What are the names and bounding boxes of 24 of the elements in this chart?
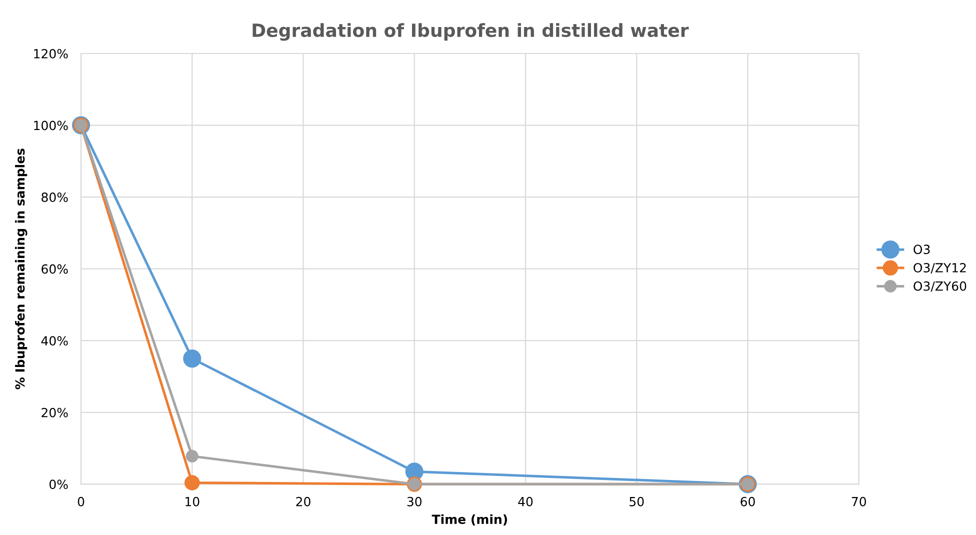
chart-title: Degradation of Ibuprofen in distilled water xyxy=(252,23,689,41)
legend-label: O3/ZY12 xyxy=(914,263,966,274)
x-tick-label: 40 xyxy=(518,496,533,506)
y-tick-label: 100% xyxy=(34,120,68,130)
x-tick-label: 10 xyxy=(186,496,200,506)
x-tick-label: 50 xyxy=(630,496,644,506)
y-tick-label: 40% xyxy=(41,336,68,346)
point xyxy=(186,450,198,462)
y-tick-label: 120% xyxy=(34,48,68,58)
y-tick-label: 80% xyxy=(42,192,68,202)
legend-label: O3/ZY60 xyxy=(914,281,966,292)
point xyxy=(183,350,202,368)
x-axis-title: Time (min) xyxy=(432,514,508,526)
y-tick-label: 0% xyxy=(50,480,68,490)
y-axis-title: % Ibuprofen remaining in samples xyxy=(15,148,28,390)
x-tick-label: 20 xyxy=(296,496,310,506)
y-tick-label: 60% xyxy=(42,264,68,274)
x-tick-label: 60 xyxy=(740,496,755,506)
y-tick-label: 20% xyxy=(42,408,68,418)
x-tick-label: 30 xyxy=(407,496,422,506)
point xyxy=(184,475,200,490)
legend-label: O3 xyxy=(914,244,930,254)
x-tick-label: 0 xyxy=(78,496,84,506)
x-tick-label: 70 xyxy=(852,496,866,506)
